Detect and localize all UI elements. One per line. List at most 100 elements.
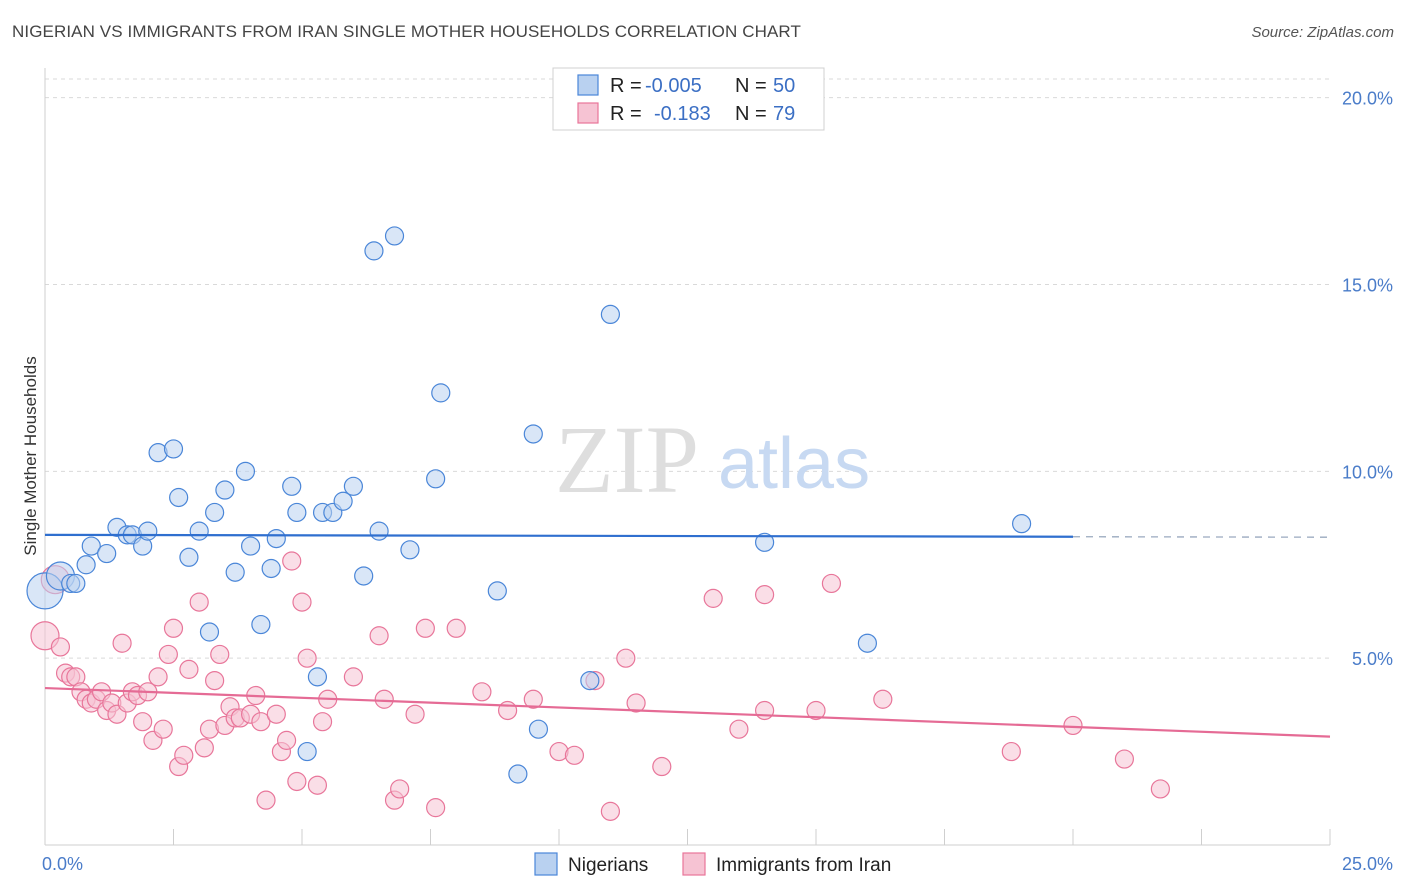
iran-point-32 [210, 644, 230, 665]
iran-point-31 [205, 670, 225, 691]
legend-r-label-2: R = [610, 103, 642, 125]
nigerian-point-24 [261, 558, 281, 579]
nigerian-point-44 [528, 719, 549, 739]
iran-point-49 [312, 712, 333, 732]
iran-point-14 [112, 633, 132, 653]
iran-point-48 [307, 775, 328, 795]
legend-n-value-1: 50 [773, 75, 795, 97]
legend-n-label-1: N = [735, 75, 767, 97]
legend-r-value-2: -0.183 [654, 103, 711, 125]
nigerian-point-48 [857, 633, 878, 653]
nigerian-point-41 [487, 581, 507, 601]
bottom-legend-nigerians: Nigerians [568, 855, 648, 876]
iran-point-40 [256, 790, 276, 810]
iran-point-26 [174, 745, 194, 765]
iran-point-23 [158, 644, 178, 665]
y-tick-label-0: 5.0% [1352, 649, 1393, 669]
y-axis-label: Single Mother Households [21, 356, 40, 555]
nigerian-point-3 [66, 573, 86, 594]
iran-point-18 [133, 712, 153, 732]
nigerian-point-42 [508, 764, 528, 784]
nigerian-point-20 [225, 562, 245, 582]
iran-points [30, 551, 1170, 821]
x-tick-label-0: 0.0% [42, 854, 83, 874]
watermark-zip: ZIP [555, 406, 699, 513]
nigerian-point-29 [307, 667, 328, 687]
iran-point-73 [754, 700, 775, 721]
iran-point-56 [405, 704, 425, 724]
iran-point-45 [287, 771, 307, 792]
iran-point-2 [50, 637, 71, 657]
nigerian-trend-line [44, 533, 1074, 538]
iran-point-43 [276, 730, 297, 750]
nigerian-point-37 [384, 226, 405, 246]
iran-point-79 [1114, 749, 1135, 769]
iran-point-44 [282, 551, 302, 571]
iran-point-29 [194, 738, 214, 758]
legend-bottom: Nigerians Immigrants from Iran [534, 852, 891, 876]
nigerian-point-45 [580, 670, 600, 691]
legend-n-label-2: N = [735, 103, 767, 125]
iran-point-80 [1150, 779, 1170, 799]
nigerian-point-17 [199, 622, 220, 642]
iran-point-68 [626, 693, 646, 713]
nigerian-point-36 [369, 521, 389, 541]
y-tick-labels: 5.0% 10.0% 15.0% 20.0% [1342, 89, 1393, 669]
iran-point-61 [498, 700, 518, 721]
iran-point-24 [163, 618, 184, 638]
nigerian-point-34 [354, 566, 374, 586]
iran-point-53 [374, 689, 394, 709]
bottom-swatch-iran [682, 852, 706, 876]
iran-point-71 [729, 719, 749, 739]
y-tick-label-3: 20.0% [1342, 89, 1393, 109]
nigerian-point-47 [754, 532, 775, 552]
iran-point-77 [1001, 741, 1021, 762]
chart-title: NIGERIAN VS IMMIGRANTS FROM IRAN SINGLE … [12, 22, 801, 41]
nigerian-point-28 [297, 741, 317, 762]
nigerian-point-39 [426, 469, 446, 489]
nigerian-point-11 [138, 521, 158, 541]
iran-point-46 [292, 592, 312, 612]
watermark-atlas: atlas [718, 424, 870, 504]
nigerian-point-4 [76, 555, 96, 575]
legend-r-value-1: -0.005 [645, 75, 702, 97]
trend-lines [44, 533, 1331, 738]
iran-point-76 [873, 689, 893, 709]
legend-swatch-iran [577, 102, 599, 124]
iran-point-64 [564, 745, 585, 765]
iran-point-78 [1063, 715, 1083, 736]
iran-point-55 [390, 779, 410, 799]
x-tick-label-1: 25.0% [1342, 854, 1393, 874]
legend-swatch-nigerians [577, 74, 599, 96]
watermark: ZIP atlas [555, 406, 870, 513]
iran-point-69 [652, 756, 672, 777]
legend-n-value-2: 79 [773, 103, 795, 125]
nigerian-point-49 [1011, 514, 1032, 534]
y-tick-label-2: 15.0% [1342, 276, 1393, 296]
x-tick-labels: 0.0% 25.0% [42, 854, 1393, 874]
iran-point-60 [472, 682, 492, 702]
iran-point-47 [297, 648, 317, 668]
iran-point-41 [266, 704, 286, 724]
iran-point-67 [616, 648, 636, 668]
chart-source: Source: ZipAtlas.com [1251, 24, 1394, 41]
nigerian-point-18 [205, 502, 225, 523]
nigerian-point-32 [333, 491, 353, 511]
iran-trend-line [44, 686, 1331, 738]
legend-r-label-1: R = [610, 75, 642, 97]
nigerian-point-33 [343, 476, 363, 496]
bottom-swatch-nigerians [534, 852, 558, 876]
nigerian-point-26 [282, 476, 302, 496]
nigerian-point-22 [241, 536, 261, 556]
iran-point-75 [821, 573, 842, 594]
nigerian-point-35 [364, 241, 384, 261]
nigerian-point-43 [523, 424, 543, 444]
iran-point-27 [179, 659, 199, 679]
iran-point-51 [343, 667, 363, 687]
iran-point-22 [153, 719, 173, 739]
nigerian-point-25 [266, 528, 286, 549]
nigerian-point-13 [163, 439, 184, 459]
nigerian-point-46 [600, 304, 621, 325]
nigerian-point-6 [97, 543, 117, 564]
